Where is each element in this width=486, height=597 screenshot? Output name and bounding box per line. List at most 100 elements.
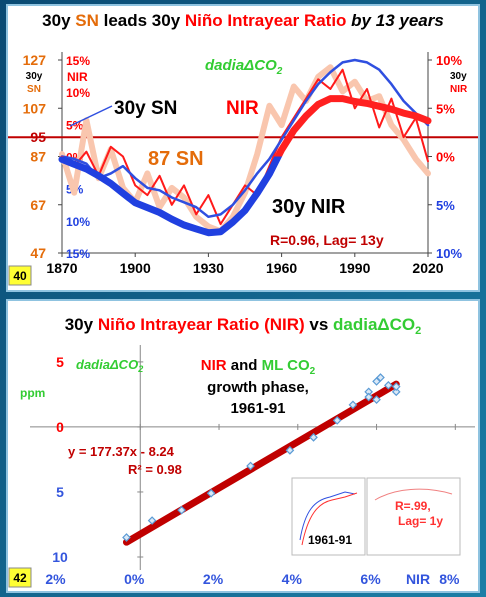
annotation: R=0.96, Lag= 13y (270, 232, 384, 248)
x-tick-label: 2% (203, 571, 224, 587)
annotation: 1961-91 (230, 400, 285, 417)
scatter-point (177, 505, 186, 515)
y-axis-label: dadiaΔCO2 (76, 357, 143, 374)
badge-label: 42 (13, 571, 27, 585)
annotation: NIR and ML CO2 (201, 357, 316, 377)
title-part: 2 (415, 325, 421, 337)
title-part: 30y (65, 315, 98, 334)
series-label: NIR (226, 98, 259, 119)
y-tick-label: 0 (56, 419, 64, 435)
scatter-point (309, 432, 318, 442)
badge-label: 40 (13, 269, 27, 283)
x-tick-label: 2020 (412, 260, 443, 276)
y2-tick-label: 10% (436, 53, 462, 68)
y2-tick-label: 10% (436, 246, 462, 261)
series-line (58, 95, 432, 237)
y2-tick-label: 5% (436, 101, 455, 116)
scatter-point (391, 387, 401, 397)
pointer-line (69, 105, 113, 127)
title-part: by 13 years (346, 11, 443, 30)
y3-tick-label: 10% (66, 86, 90, 100)
inset-label: 1961-91 (308, 533, 352, 547)
scatter-point (147, 516, 157, 525)
chart-title: 30y SN leads 30y Niño Intrayear Ratio by… (42, 11, 444, 30)
annotation: growth phase, (207, 379, 309, 396)
scatter-point (372, 395, 381, 404)
x-axis-label: NIR (406, 571, 430, 587)
scatter-point (285, 445, 295, 455)
series-line (61, 68, 429, 226)
y-tick-label: 127 (23, 52, 47, 68)
y-axis-label: 30y (26, 71, 43, 82)
top-panel (6, 4, 480, 292)
series-line (60, 58, 430, 219)
scatter-point (391, 382, 401, 391)
title-part: vs (305, 315, 333, 334)
label-part: NIR (201, 357, 227, 374)
y-tick-label: 47 (30, 245, 46, 261)
scatter-point (122, 533, 131, 542)
title-part: dadiaΔCO (333, 315, 415, 334)
y-tick-label: 10 (52, 549, 68, 565)
x-tick-label: 1930 (193, 260, 224, 276)
title-part: SN (75, 11, 99, 30)
y-tick-label: 107 (23, 100, 47, 116)
y-axis-label: SN (27, 84, 41, 95)
series-label: 30y NIR (272, 196, 346, 218)
x-tick-label: 1960 (266, 260, 297, 276)
title-part: Niño Intrayear Ratio (185, 11, 347, 30)
inset-label: Lag= 1y (398, 514, 443, 528)
inset-panel (366, 477, 461, 556)
y-tick-label: 5 (56, 354, 64, 370)
top-chart: 95 1870 1900 1930 1960 1990 2020 47 67 87 107 127 30… (8, 52, 478, 276)
y2-tick-label: 0% (436, 150, 455, 165)
co2-label: dadiaΔCO2 (205, 57, 283, 77)
title-part: 30y (42, 11, 75, 30)
label-part: and (227, 357, 262, 374)
label-part: ML CO (262, 357, 310, 374)
label-part: 2 (310, 366, 316, 377)
badge (8, 265, 32, 286)
fit-r2: R² = 0.98 (128, 462, 182, 477)
title-part: leads 30y (99, 11, 185, 30)
label-part: dadiaΔCO (205, 57, 277, 74)
y2-tick-label: 5% (436, 198, 455, 213)
label-part: 2 (137, 364, 143, 374)
scatter-point (384, 380, 393, 390)
y3-tick-label: 10% (66, 215, 90, 229)
series-label: 30y SN (114, 98, 177, 119)
x-tick-label: 1990 (339, 260, 370, 276)
inset-curve (299, 491, 356, 541)
x-tick-label: 0% (124, 571, 145, 587)
x-tick-label: 2% (45, 571, 66, 587)
inset-label: R=.99, (395, 499, 431, 513)
annotation: 87 SN (148, 148, 204, 170)
y-tick-label: 5 (56, 484, 64, 500)
y2-axis-label: NIR (450, 84, 468, 95)
scatter-point (376, 373, 385, 382)
y-tick-label: 95 (30, 129, 46, 145)
inset-panel (291, 477, 366, 556)
x-tick-label: 8% (439, 571, 460, 587)
scatter-point (206, 488, 216, 498)
bottom-chart: 2% 0% 2% 4% 6% 8% NIR 5 0 5 10 1961-91 R=.99,Lag= 1y (30, 345, 475, 587)
y3-axis-label: NIR (67, 70, 88, 84)
label-part: dadiaΔCO (76, 357, 138, 372)
y3-tick-label: 15% (66, 247, 90, 261)
x-tick-label: 1870 (46, 260, 77, 276)
x-tick-label: 1900 (120, 260, 151, 276)
x-tick-label: 6% (360, 571, 381, 587)
label-part: 2 (276, 66, 283, 77)
y3-tick-label: 15% (66, 54, 90, 68)
title-part: Niño Intrayear Ratio (NIR) (98, 315, 305, 334)
scatter-point (246, 461, 255, 471)
chart-title: 30y Niño Intrayear Ratio (NIR) vs dadiaΔ… (65, 315, 422, 337)
scatter-point (332, 416, 342, 425)
scatter-point (348, 400, 358, 410)
fit-line (122, 380, 400, 546)
y2-axis-label: 30y (450, 71, 467, 82)
y-unit: ppm (20, 386, 45, 400)
y-tick-label: 67 (30, 197, 46, 213)
inset-curve (301, 492, 358, 546)
